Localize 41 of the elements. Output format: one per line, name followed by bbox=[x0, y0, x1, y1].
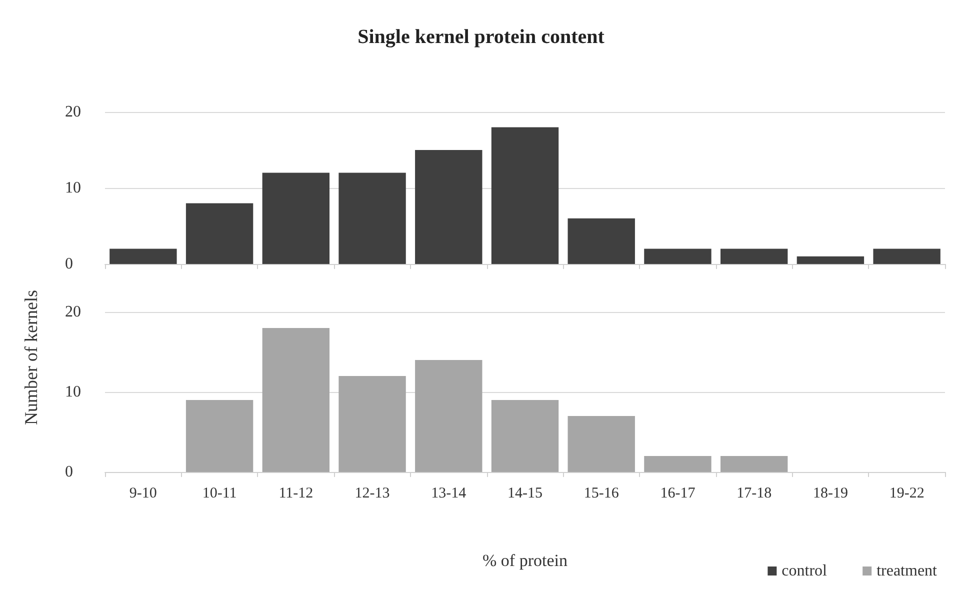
x-tick-label: 15-16 bbox=[584, 486, 620, 502]
bar bbox=[262, 328, 330, 472]
bar bbox=[415, 360, 482, 472]
x-tick-label: 10-11 bbox=[202, 486, 237, 502]
y-axis-title: Number of kernels bbox=[21, 290, 41, 425]
bar bbox=[186, 400, 254, 472]
bar bbox=[415, 150, 482, 264]
x-tick-label: 16-17 bbox=[660, 486, 696, 502]
y-tick-label: 20 bbox=[65, 304, 81, 320]
x-tick-label: 14-15 bbox=[508, 486, 542, 502]
chart-title: Single kernel protein content bbox=[358, 26, 605, 48]
bar bbox=[644, 248, 712, 264]
bar bbox=[568, 218, 635, 264]
bar bbox=[720, 248, 788, 264]
bar bbox=[338, 376, 406, 472]
bar bbox=[568, 416, 635, 472]
bar bbox=[491, 127, 559, 264]
bar bbox=[491, 400, 559, 472]
x-tick-label: 18-19 bbox=[812, 486, 848, 502]
bar bbox=[338, 172, 406, 264]
bar bbox=[644, 456, 712, 472]
y-tick-label: 0 bbox=[65, 464, 73, 480]
bar bbox=[110, 248, 177, 264]
x-tick-label: 11-12 bbox=[278, 486, 314, 502]
x-tick-label: 17-18 bbox=[736, 486, 772, 502]
x-tick-label: 12-13 bbox=[354, 486, 390, 502]
x-tick-label: 13-14 bbox=[431, 486, 467, 502]
legend-label: treatment bbox=[876, 562, 938, 580]
y-tick-label: 10 bbox=[65, 384, 81, 400]
x-tick-label: 9-10 bbox=[129, 486, 157, 502]
bar bbox=[873, 248, 940, 264]
bar bbox=[720, 456, 788, 472]
legend-label: control bbox=[782, 562, 828, 580]
x-axis-title: % of protein bbox=[482, 551, 568, 570]
bar bbox=[796, 256, 864, 264]
bar bbox=[186, 203, 254, 264]
y-tick-label: 0 bbox=[65, 256, 73, 272]
bar bbox=[262, 172, 330, 264]
y-tick-label: 10 bbox=[65, 180, 81, 196]
x-tick-label: 19-22 bbox=[889, 486, 924, 502]
y-tick-label: 20 bbox=[65, 104, 81, 120]
